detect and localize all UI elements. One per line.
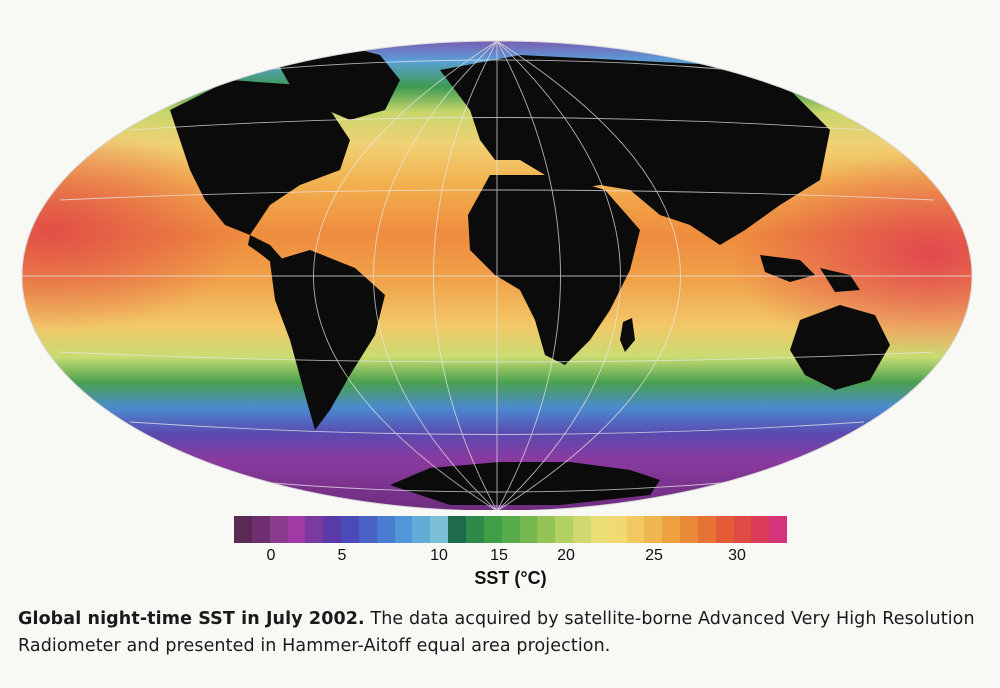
colorbar-tick-label: 15 [490,547,508,564]
colorbar-ticks: 0 5 10 15 20 25 30 [234,547,787,567]
colorbar-cell [430,516,449,543]
colorbar-cell [590,516,609,543]
colorbar-cell [341,516,359,543]
colorbar-cell [269,516,288,543]
graticule [22,41,972,510]
sst-colorbar [234,516,788,543]
colorbar-cell [715,516,734,543]
colorbar-cell [733,516,752,543]
figure-caption: Global night-time SST in July 2002. The … [18,606,983,660]
colorbar-title: SST (°C) [474,568,547,588]
colorbar-cell [234,516,252,543]
colorbar-cell [555,516,574,543]
colorbar-cell [448,516,466,543]
colorbar-cell [358,516,377,543]
colorbar-cell [644,516,663,543]
colorbar-cell [412,516,431,543]
colorbar-cell [751,516,770,543]
caption-body: The data acquired by satellite-borne Adv… [18,609,975,656]
colorbar-cell [680,516,698,543]
colorbar-cell [323,516,342,543]
colorbar-tick-label: 20 [557,547,575,564]
colorbar-cell [251,516,270,543]
colorbar-cell [465,516,484,543]
colorbar-cell [697,516,716,543]
colorbar-cell [537,516,556,543]
sst-world-map [21,40,973,510]
colorbar-cell [662,516,681,543]
colorbar-cell [501,516,520,543]
colorbar-tick-label: 5 [337,547,347,564]
caption-title: Global night-time SST in July 2002. [18,609,365,629]
colorbar-cell [573,516,591,543]
colorbar-cell [769,516,788,543]
colorbar-cell [483,516,502,543]
colorbar-tick-label: 10 [430,547,448,564]
colorbar-cell [305,516,324,543]
colorbar-cell [626,516,645,543]
colorbar-cell [376,516,395,543]
colorbar-cell [608,516,627,543]
map-ocean-layer [22,41,972,510]
colorbar-cell [287,516,306,543]
colorbar-cell [394,516,413,543]
colorbar-tick-label: 30 [728,547,746,564]
colorbar-cell [519,516,538,543]
colorbar-tick-label: 25 [645,547,663,564]
colorbar-tick-label: 0 [266,547,276,564]
